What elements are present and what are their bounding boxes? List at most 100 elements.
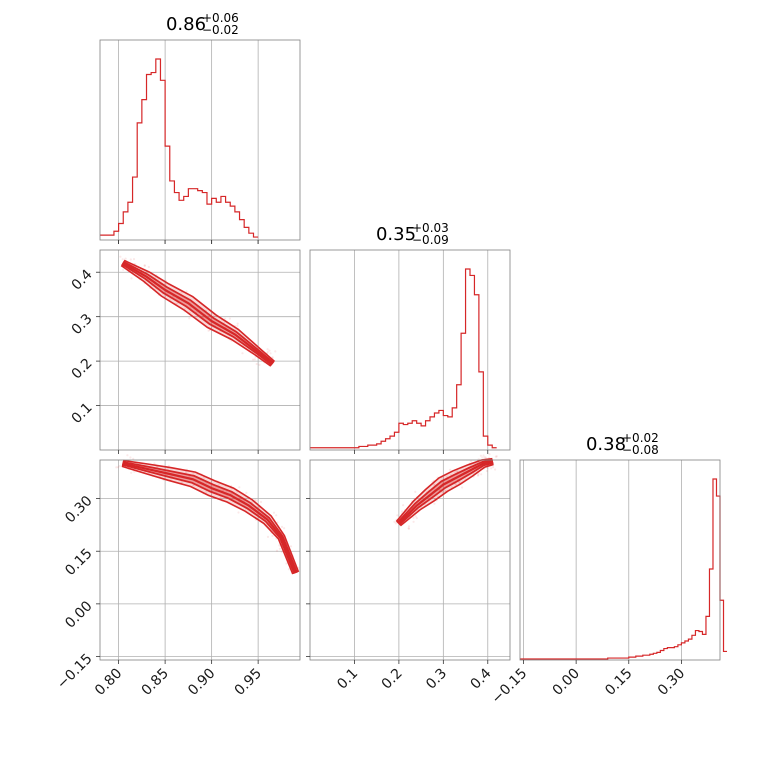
joint-p2-p0-samples-point [272,511,276,514]
joint-p1-p0-samples-point [268,361,271,364]
joint-p2-p0-samples-point [166,468,169,471]
joint-p2-p1-samples-point [464,478,467,481]
joint-p1-p0-samples-point [134,263,137,266]
joint-p2-p0-samples-point [232,497,235,500]
joint-p2-p0-samples-point [254,498,257,501]
joint-p1-p0-samples-point [185,290,188,293]
joint-p1-p0-samples-point [161,283,164,286]
joint-p2-p0-samples-point [133,466,136,469]
joint-p2-p1-samples-point [469,460,473,463]
joint-p2-p1-samples-point [486,466,489,469]
joint-p1-p0-samples-point [220,318,224,321]
joint-p2-p1-samples-point [456,470,459,473]
joint-p1-p0-samples-point [176,302,179,305]
joint-p2-p1-samples-point [450,470,453,473]
xtick-label-0-1: 0.85 [139,666,172,699]
joint-p2-p1-samples-point [477,472,480,475]
joint-p1-p0-samples-point [160,283,163,286]
joint-p2-p0-samples-point [126,454,129,457]
joint-p2-p0-samples-point [188,475,191,478]
joint-p2-p1-samples-point [494,455,497,458]
joint-p2-p1-samples-point [411,506,414,509]
joint-p1-p0-samples-point [223,326,226,329]
joint-p2-p0-samples-point [279,535,282,538]
joint-p2-p1-samples-point [479,454,482,457]
joint-p2-p0-samples-point [291,567,294,570]
joint-p1-p0-samples-point [154,280,157,283]
joint-p2-p0-samples-point [202,492,205,495]
joint-p1-p0-samples-point [228,332,231,336]
joint-p2-p0-samples-point [283,527,286,530]
joint-p2-p1-samples-point [475,471,478,474]
joint-p2-p1-samples-point [481,456,484,459]
joint-p1-p0-samples-point [134,266,137,269]
panel-2-0-frame [99,459,301,661]
panel-2-1-grid [310,460,510,660]
joint-p2-p1-samples-point [407,527,410,530]
joint-p2-p0-samples-point [280,532,283,535]
joint-p1-p0-samples-point [190,300,194,303]
joint-p1-p0-samples-point [180,291,183,294]
joint-p2-p0-samples-point [139,463,142,466]
joint-p2-p1-samples-point [465,468,468,471]
joint-p2-p1-samples-point [476,466,479,470]
joint-p1-p0-samples-point [236,322,239,325]
joint-p1-p0-samples-point [212,315,215,318]
joint-p2-p0-samples-point [128,464,131,468]
joint-p2-p0-samples-point [263,515,266,518]
joint-p2-p1-samples-point [468,462,471,465]
joint-p2-p0-samples-point [192,472,195,475]
panel-0-0-frame [99,39,301,241]
joint-p2-p1 [395,457,494,527]
joint-p1-p0-samples-point [268,349,271,352]
joint-p1-p0-samples-point [143,264,146,267]
joint-p2-p0-samples-point [287,549,290,552]
ytick-label-2-1: 0.00 [62,598,95,631]
joint-p2-p1-samples-point [413,498,416,501]
joint-p1-p0-samples-point [202,315,205,318]
joint-p2-p0-samples-point [211,489,214,492]
joint-p2-p0-samples-point [238,497,241,500]
joint-p1-p0-samples-point [173,302,176,305]
joint-p2-p0-samples-point [259,500,263,504]
joint-p2-p1-samples-point [484,456,487,459]
joint-p2-p1-samples-point [472,471,475,475]
joint-p1-p0-samples-point [219,329,222,333]
joint-p1-p0-samples-point [238,333,241,336]
joint-p1-p0-samples-point [214,318,218,321]
joint-p1-p0-samples-point [132,263,135,266]
joint-p2-p0-contour-inner [121,461,298,574]
joint-p1-p0-samples-point [224,317,227,320]
joint-p2-p1-samples-point [441,489,444,492]
joint-p2-p0-samples-point [291,554,294,558]
joint-p2-p0-samples-point [142,467,145,470]
joint-p2-p1-samples-point [488,464,491,467]
joint-p2-p1-samples-point [441,490,444,493]
joint-p2-p1-samples-point [474,465,477,469]
joint-p2-p1-samples-point [458,481,461,484]
joint-p2-p1-samples [393,453,498,530]
joint-p2-p1-samples-point [396,520,399,523]
joint-p1-p0-samples-point [218,327,222,331]
joint-p1-p0-samples-point [204,309,208,313]
panel-2-2-frame [519,459,721,661]
joint-p2-p1-samples-point [432,487,436,491]
joint-p2-p0-samples-point [287,548,290,551]
joint-p2-p0-samples-point [217,483,220,486]
joint-p1-p0-samples-point [136,275,139,278]
joint-p1-p0-samples-point [244,342,247,345]
joint-p2-p0-samples-point [153,462,156,465]
joint-p2-p1-samples-point [458,474,461,477]
joint-p2-p0-samples-point [162,478,165,481]
joint-p1-p0-samples-point [140,278,143,281]
joint-p2-p0-samples-point [230,493,233,496]
joint-p2-p0-samples-point [286,556,289,559]
joint-p2-p0-samples-point [154,464,157,467]
joint-p1-p0-samples-point [180,298,183,301]
joint-p1-p0-samples-point [249,351,252,354]
joint-p1-p0-samples-point [172,289,175,293]
joint-p2-p1-samples-point [483,467,486,470]
joint-p1-p0-contour-inner [121,260,275,366]
joint-p2-p0-samples-point [259,515,262,518]
param-title-plus-1: +0.03 [412,221,449,235]
